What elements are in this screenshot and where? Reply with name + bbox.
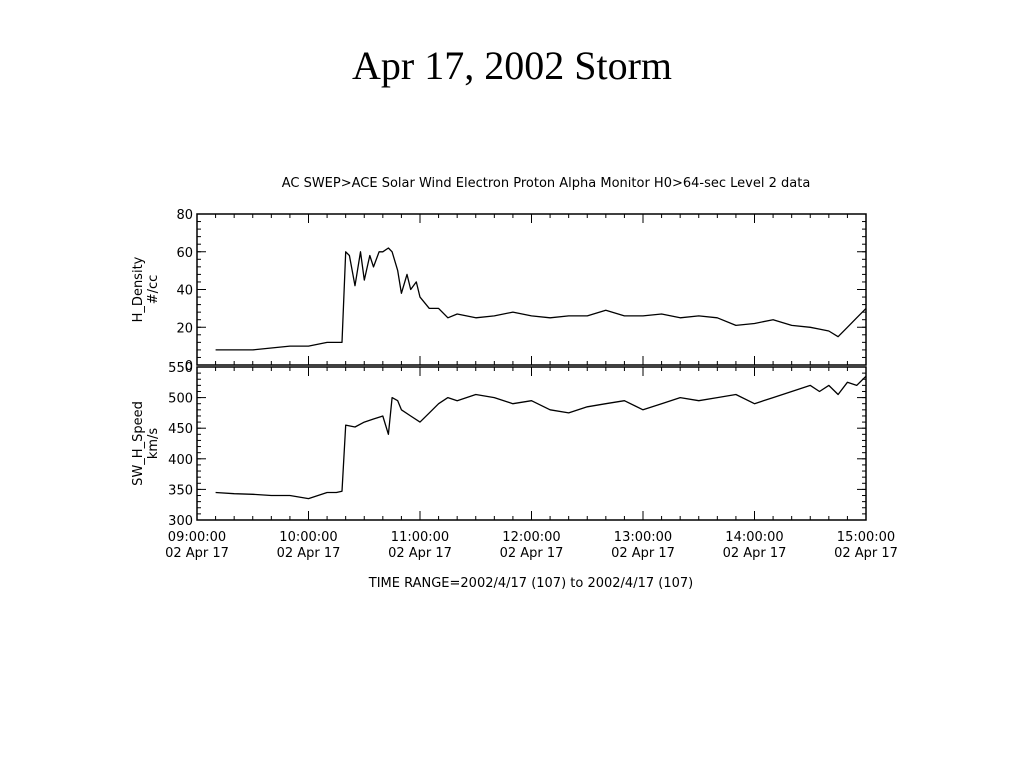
time-range-label: TIME RANGE=2002/4/17 (107) to 2002/4/17 … bbox=[368, 576, 693, 591]
panel-frame bbox=[196, 213, 867, 366]
y-tick-label: 60 bbox=[176, 246, 193, 261]
x-tick-label-time: 09:00:00 bbox=[168, 530, 226, 545]
slide-title: Apr 17, 2002 Storm bbox=[352, 43, 672, 88]
y-tick-label: 80 bbox=[176, 208, 193, 223]
chart-title: AC SWEP>ACE Solar Wind Electron Proton A… bbox=[282, 176, 811, 191]
y-axis-label: H_Density bbox=[131, 256, 146, 322]
x-tick-label-date: 02 Apr 17 bbox=[165, 546, 229, 561]
x-tick-label-time: 10:00:00 bbox=[279, 530, 337, 545]
y-tick-label: 40 bbox=[176, 284, 193, 299]
series-line bbox=[215, 375, 867, 500]
y-tick-label: 300 bbox=[168, 514, 193, 529]
y-axis-units: #/cc bbox=[146, 275, 161, 305]
panel-1: 0 20 40 60 80 H_Density #/cc bbox=[131, 208, 867, 374]
y-tick-label: 350 bbox=[168, 483, 193, 498]
y-tick-label: 550 bbox=[168, 361, 193, 376]
x-tick-label-time: 11:00:00 bbox=[391, 530, 449, 545]
x-tick-label-date: 02 Apr 17 bbox=[388, 546, 452, 561]
x-tick-label-time: 12:00:00 bbox=[502, 530, 560, 545]
y-tick-label: 20 bbox=[176, 321, 193, 336]
x-tick-label-date: 02 Apr 17 bbox=[611, 546, 675, 561]
x-tick-label-time: 14:00:00 bbox=[725, 530, 783, 545]
panel-2: 300 350 400 450 500 550 SW_H_Speed km/s bbox=[131, 361, 867, 529]
y-axis-label: SW_H_Speed bbox=[131, 401, 146, 486]
x-tick-label-date: 02 Apr 17 bbox=[723, 546, 787, 561]
y-tick-label: 500 bbox=[168, 392, 193, 407]
x-tick-label-time: 15:00:00 bbox=[837, 530, 895, 545]
y-tick-label: 450 bbox=[168, 422, 193, 437]
x-tick-label-time: 13:00:00 bbox=[614, 530, 672, 545]
y-tick-label: 0 bbox=[185, 359, 193, 374]
series-line bbox=[215, 247, 867, 351]
x-tick-label-date: 02 Apr 17 bbox=[834, 546, 898, 561]
x-tick-label-date: 02 Apr 17 bbox=[500, 546, 564, 561]
x-tick-label-date: 02 Apr 17 bbox=[277, 546, 341, 561]
y-axis-units: km/s bbox=[146, 428, 161, 460]
y-tick-label: 400 bbox=[168, 453, 193, 468]
